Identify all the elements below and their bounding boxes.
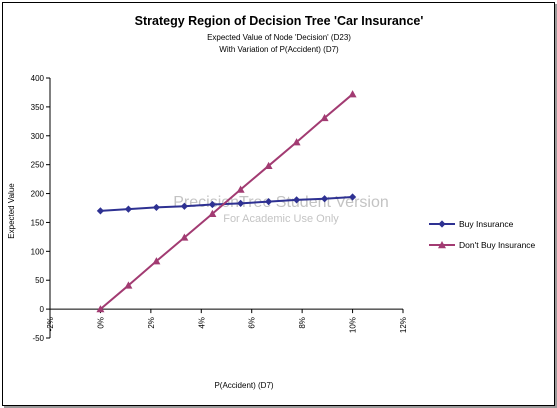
x-tick-label: 8% (298, 317, 307, 329)
data-point (180, 233, 189, 241)
legend-item: Buy Insurance (429, 219, 514, 229)
chart: Strategy Region of Decision Tree 'Car In… (7, 14, 536, 390)
data-point (96, 207, 105, 215)
data-point (236, 185, 245, 193)
y-tick-label: 100 (31, 247, 45, 256)
axes (46, 77, 404, 339)
y-tick-label: 400 (31, 74, 45, 83)
data-point (96, 305, 105, 313)
data-point (124, 281, 133, 289)
data-point (320, 195, 329, 203)
legend-label: Buy Insurance (459, 219, 514, 229)
chart-subtitle-line-1: Expected Value of Node 'Decision' (D23) (207, 33, 351, 42)
legend-label: Don't Buy Insurance (459, 240, 536, 250)
x-tick-labels: -2% 0% 2% 4% 6% 8% 10% 12% (46, 317, 408, 333)
data-point (264, 161, 273, 170)
y-tick-label: 0 (40, 305, 45, 314)
series-line (99, 93, 354, 310)
y-tick-label: 250 (31, 161, 45, 170)
chart-title: Strategy Region of Decision Tree 'Car In… (135, 14, 424, 28)
data-point (292, 196, 301, 204)
data-point (208, 209, 217, 217)
legend-marker (438, 220, 446, 228)
y-tick-label: -50 (32, 334, 44, 343)
x-tick-label: 10% (349, 317, 358, 333)
data-point (348, 193, 357, 201)
x-tick-label: -2% (46, 317, 55, 331)
series-2 (96, 90, 357, 313)
y-tick-label: 350 (31, 103, 45, 112)
data-point (237, 199, 245, 207)
chart-subtitle-line-2: With Variation of P(Accident) (D7) (219, 45, 339, 54)
y-tick-label: 200 (31, 190, 45, 199)
y-tick-label: 150 (31, 218, 45, 227)
x-tick-label: 2% (147, 317, 156, 329)
series-layer (96, 90, 357, 313)
y-axis-title: Expected Value (7, 183, 16, 239)
legend-marker (438, 241, 446, 249)
data-point (152, 203, 161, 212)
data-point (180, 202, 188, 210)
data-point (292, 138, 301, 146)
data-point (320, 113, 329, 122)
y-tick-label: 300 (31, 132, 45, 141)
y-tick-labels: -50 0 50 100 150 200 250 300 350 400 (31, 74, 45, 343)
x-axis-title: P(Accident) (D7) (214, 381, 273, 390)
data-point (265, 198, 273, 206)
series-1 (96, 193, 357, 215)
data-point (152, 257, 161, 265)
series-line (100, 196, 353, 212)
data-point (124, 205, 133, 213)
data-point (348, 90, 357, 98)
x-tick-label: 0% (96, 317, 105, 329)
watermark-line-2: For Academic Use Only (223, 213, 339, 225)
y-tick-label: 50 (35, 276, 44, 285)
legend: Buy Insurance Don't Buy Insurance (429, 219, 536, 250)
legend-item: Don't Buy Insurance (429, 240, 536, 250)
watermark-line-1: PrecisionTree Student Version (173, 194, 389, 211)
data-point (208, 200, 216, 209)
x-tick-label: 6% (248, 317, 257, 329)
x-tick-label: 4% (197, 317, 206, 329)
x-tick-label: 12% (399, 317, 408, 333)
